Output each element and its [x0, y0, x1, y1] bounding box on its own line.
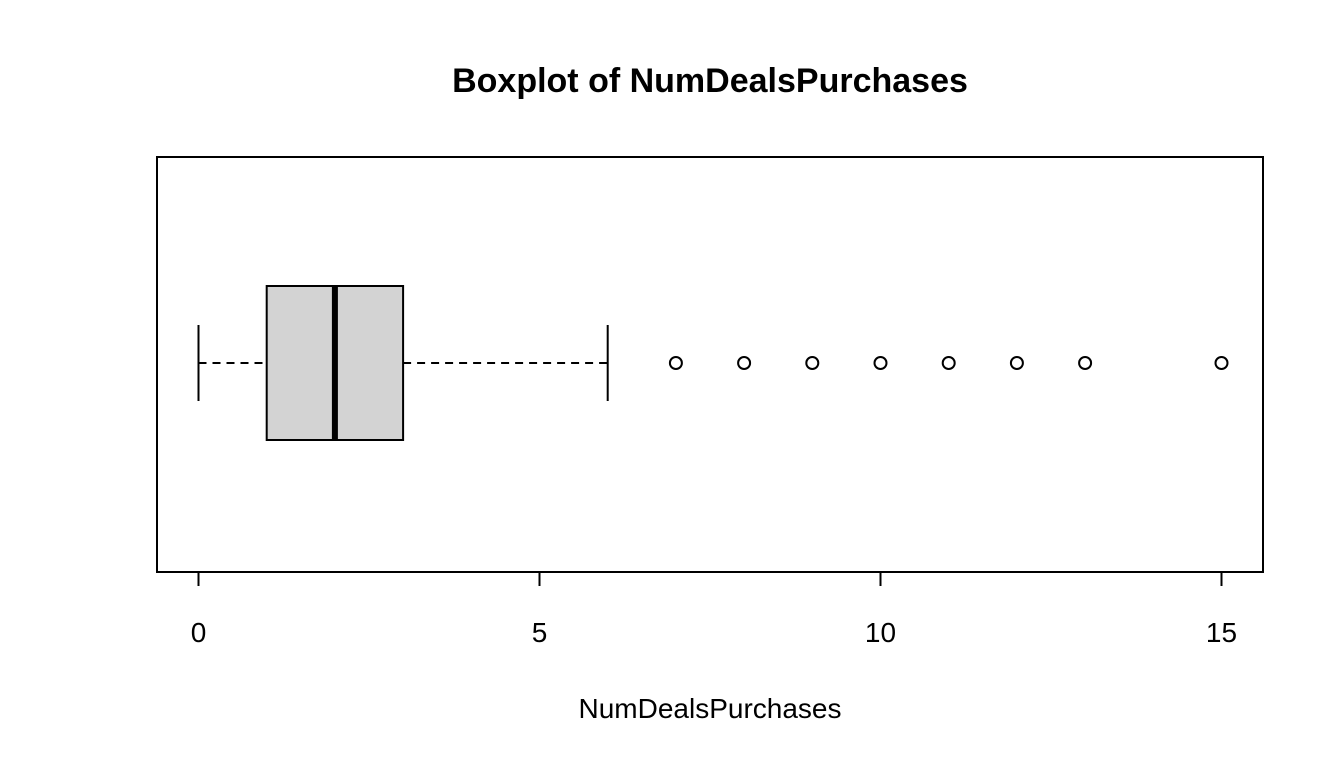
outlier-point — [941, 356, 956, 370]
outlier-point — [737, 356, 752, 370]
outlier-point — [1078, 356, 1093, 370]
x-tick-label: 15 — [1206, 617, 1237, 648]
outlier-point — [805, 356, 820, 370]
chart-title: Boxplot of NumDealsPurchases — [452, 62, 968, 100]
x-axis: 0 5 10 15 — [191, 571, 1237, 648]
outlier-point — [1009, 356, 1024, 370]
x-tick-label: 10 — [865, 617, 896, 648]
x-tick-label: 0 — [191, 617, 207, 648]
outlier-point — [873, 356, 888, 370]
plot-layer — [197, 285, 1229, 441]
x-axis-label: NumDealsPurchases — [579, 693, 842, 724]
x-tick-label: 5 — [532, 617, 548, 648]
outlier-point — [1214, 356, 1229, 370]
outlier-point — [668, 356, 683, 370]
